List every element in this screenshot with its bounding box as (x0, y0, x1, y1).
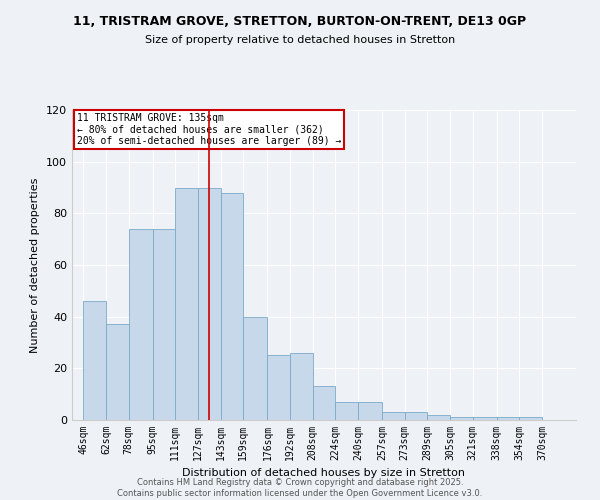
Bar (473, 418, 497, 420)
Bar (198, 188, 221, 420)
Bar (221, 192, 244, 420)
Bar (450, 418, 473, 420)
Bar (128, 229, 152, 420)
Bar (497, 418, 520, 420)
Bar (358, 402, 382, 420)
Bar (106, 324, 128, 420)
Bar (290, 353, 313, 420)
Bar (152, 229, 175, 420)
Bar (83, 301, 106, 420)
Text: 11, TRISTRAM GROVE, STRETTON, BURTON-ON-TRENT, DE13 0GP: 11, TRISTRAM GROVE, STRETTON, BURTON-ON-… (73, 15, 527, 28)
Bar (244, 316, 268, 420)
Y-axis label: Number of detached properties: Number of detached properties (31, 178, 40, 352)
X-axis label: Distribution of detached houses by size in Stretton: Distribution of detached houses by size … (182, 468, 466, 478)
Text: Size of property relative to detached houses in Stretton: Size of property relative to detached ho… (145, 35, 455, 45)
Bar (313, 386, 335, 420)
Bar (427, 415, 450, 420)
Bar (175, 188, 198, 420)
Bar (404, 412, 427, 420)
Bar (335, 402, 358, 420)
Bar (382, 412, 404, 420)
Text: Contains HM Land Registry data © Crown copyright and database right 2025.
Contai: Contains HM Land Registry data © Crown c… (118, 478, 482, 498)
Text: 11 TRISTRAM GROVE: 135sqm
← 80% of detached houses are smaller (362)
20% of semi: 11 TRISTRAM GROVE: 135sqm ← 80% of detac… (77, 113, 341, 146)
Bar (520, 418, 542, 420)
Bar (268, 356, 290, 420)
